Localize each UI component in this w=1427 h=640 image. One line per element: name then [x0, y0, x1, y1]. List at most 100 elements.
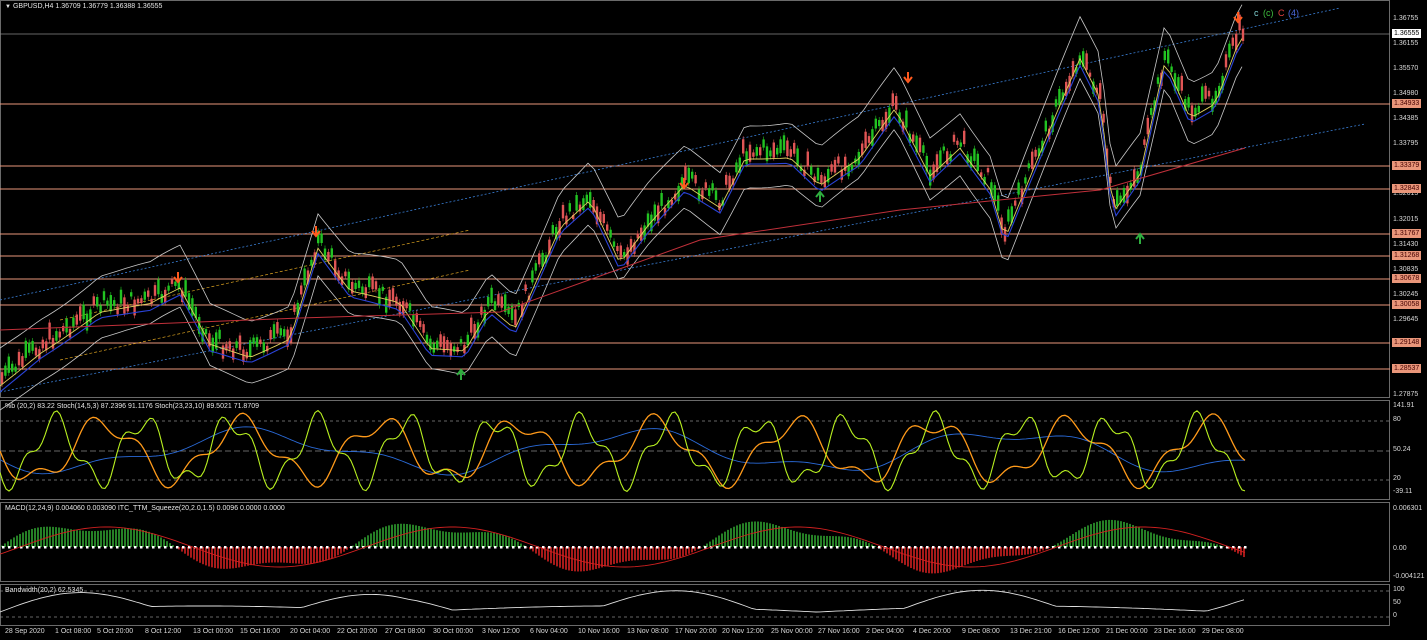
ma-mid — [0, 43, 1243, 393]
wave-label-c: c — [1254, 8, 1259, 18]
squeeze-dot — [368, 546, 371, 549]
price-axis-label: 1.30245 — [1393, 290, 1419, 298]
candle — [357, 280, 361, 288]
squeeze-dot — [704, 546, 707, 549]
candle — [378, 288, 381, 306]
squeeze-dot — [668, 546, 671, 549]
candle — [432, 343, 435, 353]
squeeze-dot — [296, 546, 299, 549]
squeeze-dot — [1142, 546, 1145, 549]
candle — [238, 335, 242, 350]
squeeze-dot — [638, 546, 641, 549]
candle — [616, 246, 619, 252]
squeeze-dot — [44, 546, 47, 549]
candle — [470, 317, 473, 333]
time-axis-label: 22 Oct 20:00 — [337, 628, 378, 635]
candle — [619, 245, 622, 258]
squeeze-dot — [1028, 546, 1031, 549]
squeeze-dot — [860, 546, 863, 549]
candle — [589, 192, 592, 208]
squeeze-dot — [770, 546, 773, 549]
candle — [1031, 151, 1034, 169]
squeeze-dot — [842, 546, 845, 549]
time-axis-label: 21 Dec 00:00 — [1106, 628, 1148, 635]
squeeze-dot — [734, 546, 737, 549]
squeeze-dot — [758, 546, 761, 549]
candle — [585, 194, 588, 203]
ma-long — [0, 147, 1246, 331]
squeeze-dot — [200, 546, 203, 549]
squeeze-dot — [350, 546, 353, 549]
candle — [215, 332, 218, 349]
price-axis: 1.36755 1.36155 1.35570 1.34980 1.34385 1.337… — [1390, 0, 1427, 640]
candle — [551, 225, 554, 234]
stochastic-pane[interactable]: %b (20,2) 83.22 Stoch(14,5,3) 87.2396 91… — [0, 400, 1390, 500]
candle — [1112, 199, 1115, 208]
squeeze-dot — [1244, 546, 1247, 549]
candle — [198, 316, 201, 334]
candle — [942, 146, 945, 151]
squeeze-dot — [1040, 546, 1043, 549]
candle — [606, 224, 609, 231]
candle — [415, 313, 418, 323]
candle — [946, 151, 949, 165]
squeeze-dot — [152, 546, 155, 549]
candle — [555, 227, 558, 240]
candle — [813, 176, 816, 182]
candle — [820, 174, 823, 183]
candle — [1082, 51, 1085, 67]
candle — [718, 202, 721, 210]
squeeze-dot — [260, 546, 263, 549]
candle — [225, 344, 228, 351]
price-axis-label: 1.30835 — [1393, 265, 1419, 273]
bollinger-upper — [0, 4, 1243, 349]
squeeze-dot — [236, 546, 239, 549]
candle — [769, 150, 772, 157]
candle — [895, 96, 898, 110]
time-axis-label: 13 Oct 00:00 — [193, 628, 234, 635]
down-arrow-icon — [903, 72, 913, 84]
candle — [102, 291, 106, 301]
candle — [650, 214, 653, 232]
squeeze-dot — [1220, 546, 1223, 549]
candle — [915, 135, 918, 152]
candle — [504, 294, 507, 313]
candle — [602, 214, 605, 224]
candle — [697, 189, 701, 202]
squeeze-dot — [1094, 546, 1097, 549]
squeeze-dot — [140, 546, 143, 549]
bollinger-lower — [0, 66, 1243, 411]
main-price-pane[interactable]: ▼ GBPUSD,H4 1.36709 1.36779 1.36388 1.365… — [0, 0, 1390, 398]
candle — [201, 328, 204, 342]
squeeze-dot — [38, 546, 41, 549]
dropdown-triangle-icon[interactable]: ▼ — [5, 4, 11, 10]
candle — [140, 298, 143, 304]
current-price-tag: 1.36555 — [1392, 29, 1422, 38]
candle — [48, 322, 51, 340]
candle — [306, 270, 310, 285]
squeeze-dot — [782, 546, 785, 549]
squeeze-dot — [464, 546, 467, 549]
stoch-main-line — [0, 409, 1246, 493]
squeeze-dot — [1118, 546, 1121, 549]
candle — [776, 147, 779, 155]
macd-pane[interactable]: MACD(12,24,9) 0.004060 0.003090 ITC_TTM_… — [0, 502, 1390, 582]
squeeze-dot — [590, 546, 593, 549]
squeeze-dot — [1232, 546, 1235, 549]
squeeze-dot — [230, 546, 233, 549]
candle — [935, 154, 939, 173]
candle — [1156, 77, 1160, 84]
candle — [660, 193, 663, 206]
candle — [541, 252, 544, 267]
stoch-axis-label: 50.24 — [1393, 446, 1411, 453]
time-axis-label: 13 Nov 08:00 — [627, 628, 669, 635]
candle — [901, 121, 905, 132]
squeeze-dot — [68, 546, 71, 549]
candle — [266, 345, 269, 352]
candle — [385, 296, 388, 313]
squeeze-dot — [680, 546, 683, 549]
candle — [187, 293, 191, 310]
squeeze-dot — [878, 546, 881, 549]
squeeze-dot — [1178, 546, 1181, 549]
candle — [538, 253, 541, 265]
